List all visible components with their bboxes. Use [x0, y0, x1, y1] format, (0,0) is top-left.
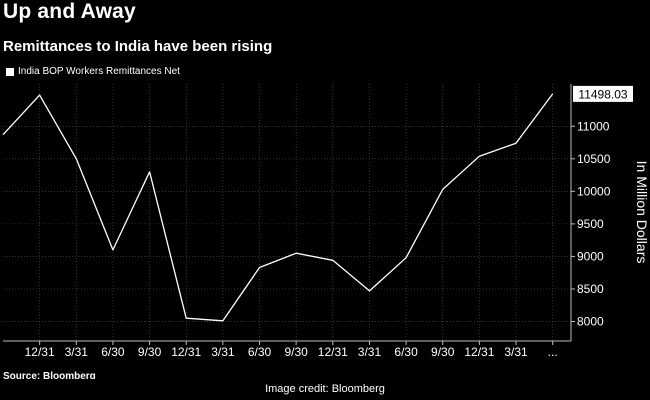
x-tick-label: 3/31 — [65, 345, 89, 359]
x-tick-label: 12/31 — [171, 345, 201, 359]
y-tick-label: 8500 — [577, 282, 604, 296]
legend-label: India BOP Workers Remittances Net — [18, 66, 180, 77]
x-tick-label: 3/31 — [504, 345, 528, 359]
x-tick-label: 12/31 — [318, 345, 348, 359]
chart-subtitle: Remittances to India have been rising — [3, 38, 273, 55]
x-tick-label: 9/30 — [138, 345, 162, 359]
last-value-label-group: 11498.03 — [573, 85, 633, 102]
x-tick-label: 9/30 — [431, 345, 455, 359]
y-tick-label: 9500 — [577, 217, 604, 231]
y-tick-label: 8000 — [577, 314, 604, 328]
x-tick-label: 3/31 — [211, 345, 235, 359]
last-value-label: 11498.03 — [578, 87, 627, 101]
image-credit: Image credit: Bloomberg — [0, 379, 650, 400]
legend-swatch — [6, 67, 14, 76]
x-tick-label: 6/30 — [394, 345, 418, 359]
last-value-box — [573, 85, 633, 102]
y-axis-ticks: 8000 8500 9000 9500 10000 10500 11000 — [571, 119, 611, 328]
plot-border — [3, 84, 572, 342]
y-tick-label: 11000 — [577, 119, 610, 133]
x-tick-label: 12/31 — [25, 345, 55, 359]
grid-lines — [3, 84, 571, 341]
legend: India BOP Workers Remittances Net — [6, 66, 180, 77]
series-lines — [2, 93, 554, 322]
y-tick-label: 9000 — [577, 249, 604, 263]
x-tick-label: 6/30 — [101, 345, 125, 359]
y-axis-label: In Million Dollars — [634, 161, 650, 264]
source-note: Source: Bloomberg — [3, 371, 96, 382]
x-tick-label: 3/31 — [358, 345, 382, 359]
x-axis-ticks: 12/31 3/31 6/30 9/30 12/31 3/31 6/30 9/30 12/31 3… — [25, 341, 558, 359]
chart-title: Up and Away — [3, 0, 136, 23]
x-tick-label: 9/30 — [284, 345, 308, 359]
x-tick-label: 6/30 — [248, 345, 272, 359]
x-tick-label: ... — [548, 345, 558, 359]
y-tick-label: 10000 — [577, 184, 611, 198]
y-tick-label: 10500 — [577, 152, 611, 166]
x-tick-label: 12/31 — [464, 345, 494, 359]
series-line — [2, 93, 554, 322]
